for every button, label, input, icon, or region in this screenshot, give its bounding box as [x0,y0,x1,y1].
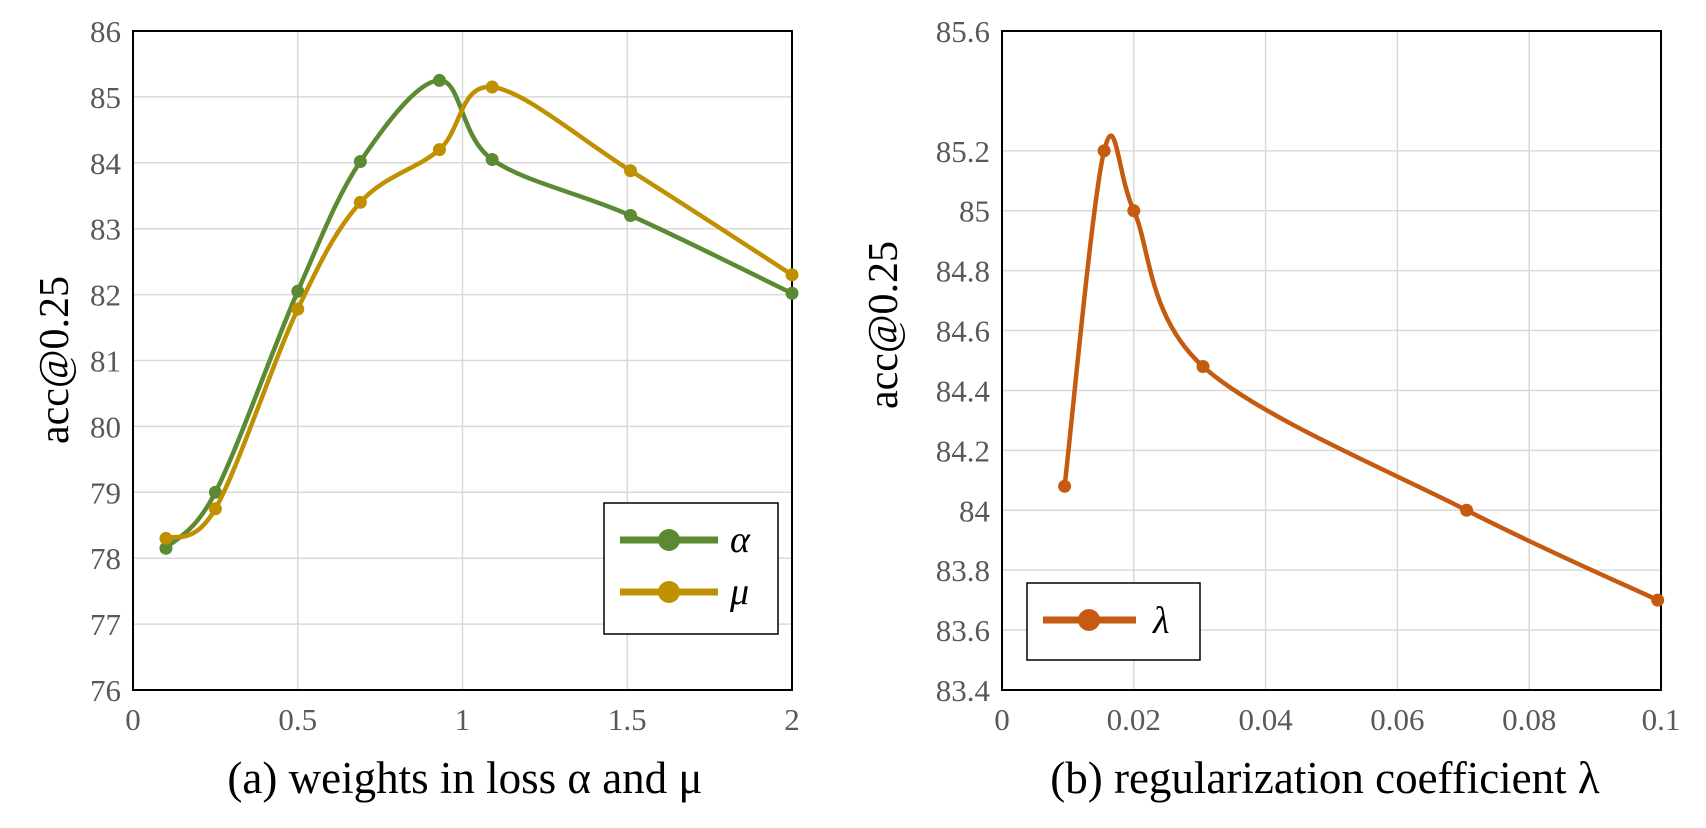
data-point [432,143,446,157]
y-tick-label: 86 [90,14,121,49]
panel-b-caption: (b) regularization coefficient λ [1050,753,1600,803]
panel-b-gridlines [1002,31,1661,690]
data-point [1097,144,1111,158]
y-tick-label: 84.8 [936,254,990,289]
data-point [291,302,305,316]
x-tick-label: 0.06 [1370,702,1424,737]
data-point [785,268,799,282]
x-tick-label: 2 [784,702,800,737]
data-point [785,286,799,300]
y-tick-label: 77 [90,607,121,642]
panel-b-legend: λ [1026,582,1201,661]
y-tick-label: 79 [90,475,121,510]
y-tick-label: 83.4 [936,673,991,708]
panel-a-y-axis-label: acc@0.25 [32,276,78,444]
y-tick-label: 81 [90,344,121,379]
data-point [291,284,305,298]
data-point [624,164,638,178]
legend-mu-label: μ [729,571,749,613]
y-tick-label: 83 [90,212,121,247]
panel-a-caption: (a) weights in loss α and μ [227,753,702,803]
x-tick-label: 0 [125,702,141,737]
panel-b-y-axis-label: acc@0.25 [861,241,907,409]
y-tick-label: 78 [90,541,121,576]
y-tick-label: 85 [959,194,990,229]
data-point [1651,593,1665,607]
y-tick-label: 84 [959,493,991,528]
y-tick-label: 83.8 [936,553,990,588]
legend-lambda-label: λ [1152,600,1169,642]
data-point [208,502,222,516]
y-tick-label: 85.2 [936,134,990,169]
data-point [1127,204,1141,218]
x-tick-label: 0.1 [1642,702,1681,737]
panel-b-x-ticks: 0 0.02 0.04 0.06 0.08 0.1 [994,702,1680,737]
panel-a-gridlines [133,31,792,690]
x-tick-label: 0.04 [1238,702,1293,737]
legend-mu-marker [658,581,680,603]
data-point [208,485,222,499]
panel-a-legend-box [603,502,779,635]
y-tick-label: 83.6 [936,613,990,648]
legend-lambda-marker [1078,609,1100,631]
panel-b-y-ticks: 83.4 83.6 83.8 84 84.2 84.4 84.6 84.8 85 85.2 85.6 [936,14,991,708]
x-tick-label: 0.08 [1502,702,1556,737]
x-tick-label: 1 [455,702,471,737]
x-tick-label: 0.02 [1107,702,1161,737]
legend-alpha-marker [658,529,680,551]
data-point [353,154,367,168]
data-point [485,80,499,94]
data-point [432,73,446,87]
y-tick-label: 76 [90,673,121,708]
y-tick-label: 84 [90,146,122,181]
data-point [1460,503,1474,517]
data-point [159,541,173,555]
series-line-0 [164,78,793,550]
panel-a-series [159,73,799,555]
y-tick-label: 80 [90,409,121,444]
y-tick-label: 84.2 [936,433,990,468]
data-point [1196,359,1210,373]
panel-b: 83.4 83.6 83.8 84 84.2 84.4 84.6 84.8 85 85.2 85.6… [861,14,1680,803]
x-tick-label: 0 [994,702,1010,737]
y-tick-label: 84.6 [936,314,990,349]
y-tick-label: 85.6 [936,14,990,49]
data-point [624,209,638,223]
panel-a-x-ticks: 0 0.5 1 1.5 2 [125,702,800,737]
x-tick-label: 1.5 [608,702,647,737]
panel-a: 76 77 78 79 80 81 82 83 84 85 86 0 0.5 1 1.5 2 acc@0.2… [32,14,800,803]
data-point [485,153,499,167]
series-line-1 [164,84,794,541]
panel-a-y-ticks: 76 77 78 79 80 81 82 83 84 85 86 [90,14,122,708]
y-tick-label: 85 [90,80,121,115]
x-tick-label: 0.5 [278,702,317,737]
y-tick-label: 84.4 [936,373,991,408]
y-tick-label: 82 [90,278,121,313]
data-point [159,531,173,545]
data-point [1058,479,1072,493]
series-line-0 [1062,133,1659,603]
data-point [353,195,367,209]
panel-b-series [1058,133,1665,607]
panel-a-plot-frame [132,30,793,691]
panel-a-legend: α μ [603,502,779,635]
legend-alpha-label: α [730,519,751,561]
panel-b-plot-frame [1001,30,1662,691]
